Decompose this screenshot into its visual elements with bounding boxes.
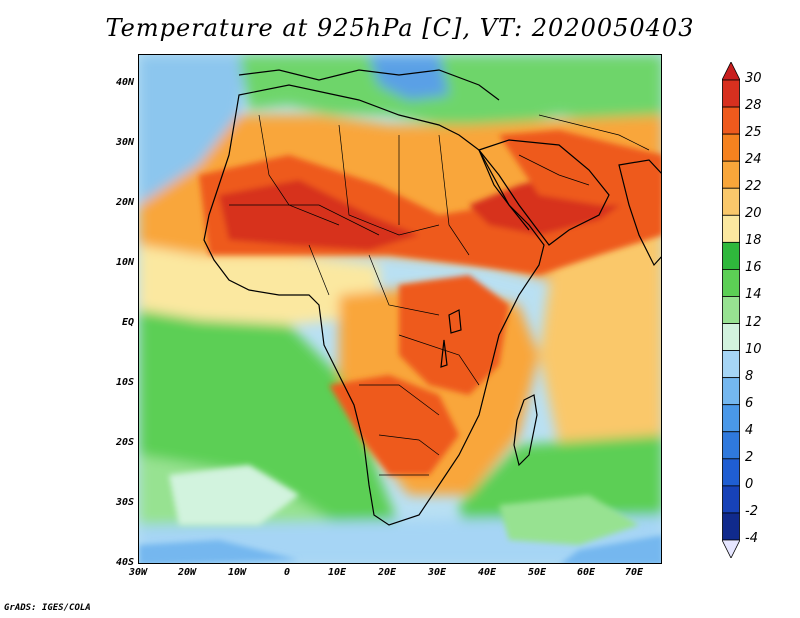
colorbar-label: 4 bbox=[745, 422, 754, 438]
colorbar-label: 8 bbox=[745, 368, 754, 384]
chart-title: Temperature at 925hPa [C], VT: 202005040… bbox=[105, 14, 695, 42]
colorbar-under-triangle bbox=[722, 539, 740, 558]
lon-label: 60E bbox=[576, 567, 596, 578]
colorbar-label: 24 bbox=[745, 152, 762, 168]
lat-label: 40S bbox=[115, 557, 134, 568]
colorbar-swatch bbox=[722, 458, 740, 487]
lat-label: 10N bbox=[115, 257, 134, 268]
colorbar-swatch bbox=[722, 241, 740, 270]
lon-label: 30W bbox=[128, 567, 148, 578]
colorbar-swatch bbox=[722, 79, 740, 108]
colorbar-swatch bbox=[722, 377, 740, 406]
colorbar-swatch bbox=[722, 133, 740, 162]
lon-label: 10W bbox=[227, 567, 247, 578]
colorbar bbox=[722, 62, 740, 558]
colorbar-label: 30 bbox=[745, 71, 762, 86]
temperature-field bbox=[139, 55, 661, 563]
colorbar-label: 18 bbox=[745, 233, 762, 249]
lat-label: 20S bbox=[115, 437, 134, 448]
lon-label: 0 bbox=[283, 567, 291, 578]
colorbar-swatch bbox=[722, 187, 740, 216]
colorbar-label: 12 bbox=[745, 314, 762, 330]
colorbar-label: 0 bbox=[745, 476, 754, 492]
lon-label: 40E bbox=[477, 567, 497, 578]
colorbar-swatch bbox=[722, 296, 740, 324]
colorbar-label: 14 bbox=[745, 287, 762, 303]
lon-label: 30E bbox=[427, 567, 447, 578]
colorbar-swatch bbox=[722, 214, 740, 243]
colorbar-swatch bbox=[722, 512, 740, 541]
colorbar-label: 2 bbox=[745, 449, 754, 465]
lat-label: 20N bbox=[115, 197, 134, 208]
colorbar-swatch bbox=[722, 269, 740, 297]
coastlines bbox=[203, 69, 661, 526]
colorbar-label: -2 bbox=[745, 503, 758, 519]
colorbar-label: 20 bbox=[745, 206, 762, 222]
map-plot-area bbox=[138, 54, 662, 564]
colorbar-swatch bbox=[722, 404, 740, 433]
colorbar-label: 25 bbox=[745, 125, 762, 141]
colorbar-label: 6 bbox=[745, 395, 754, 411]
lat-label: 10S bbox=[115, 377, 134, 388]
colorbar-swatch bbox=[722, 350, 740, 379]
colorbar-label: 10 bbox=[745, 341, 762, 357]
colorbar-label: 22 bbox=[745, 179, 762, 195]
colorbar-swatch bbox=[722, 431, 740, 460]
colorbar-label: 16 bbox=[745, 260, 762, 276]
lat-label: EQ bbox=[121, 317, 134, 328]
colorbar-swatch bbox=[722, 106, 740, 135]
colorbar-label: -4 bbox=[745, 531, 758, 546]
colorbar-swatch bbox=[722, 323, 740, 351]
credit-text: GrADS: IGES/COLA bbox=[4, 603, 91, 613]
lon-label: 70E bbox=[624, 567, 644, 578]
country-borders bbox=[229, 114, 650, 476]
lon-label: 20E bbox=[377, 567, 397, 578]
lon-label: 20W bbox=[177, 567, 197, 578]
colorbar-swatch bbox=[722, 160, 740, 189]
lat-label: 40N bbox=[115, 77, 134, 88]
lon-label: 50E bbox=[527, 567, 547, 578]
colorbar-label: 28 bbox=[745, 98, 762, 114]
colorbar-over-triangle bbox=[722, 62, 740, 81]
colorbar-swatch bbox=[722, 485, 740, 514]
lat-label: 30S bbox=[115, 497, 134, 508]
lat-label: 30N bbox=[115, 137, 134, 148]
lon-label: 10E bbox=[327, 567, 347, 578]
